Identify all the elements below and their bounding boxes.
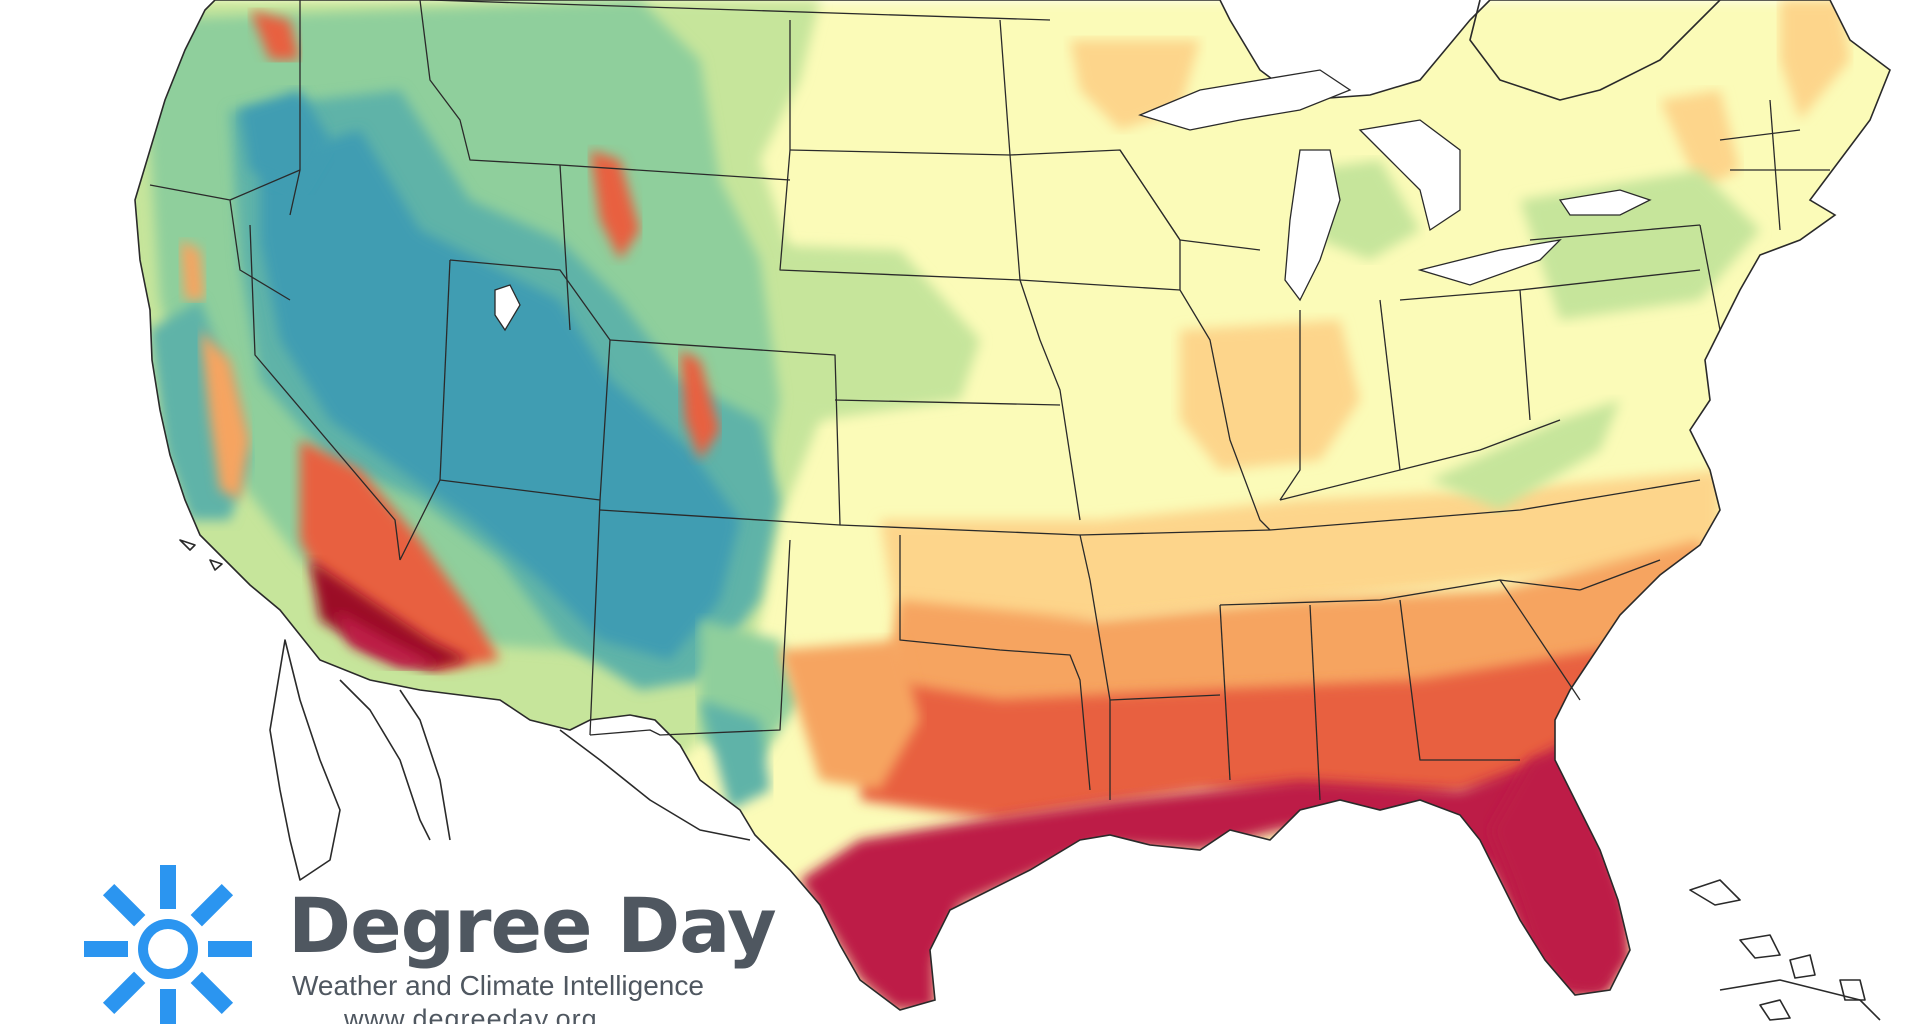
state-border-29 [1269,479,1701,531]
field-core-teal [260,130,740,660]
baja-east [339,679,431,841]
state-border-7 [559,164,791,181]
state-border-14 [779,20,1021,281]
state-border-33 [1309,604,1321,801]
field-tx-orange [780,640,920,790]
state-border-0 [429,0,1051,21]
field-florida-crimson [1490,740,1630,995]
state-border-3 [229,199,291,301]
state-border-23 [1079,529,1271,536]
lake-michigan [1284,149,1341,302]
state-border-26 [1279,310,1301,501]
field-il-lightorange [1180,320,1360,470]
state-border-42 [1769,99,1781,231]
channel-island-2 [209,559,223,571]
canada-lakes-shore [1469,0,1721,101]
state-border-43 [1119,149,1261,251]
state-border-31 [1219,579,1581,606]
state-border-32 [1219,604,1231,781]
state-border-40 [1719,129,1801,141]
lake-ontario [1558,189,1652,216]
sonora-coast [399,689,451,841]
state-border-21 [1019,279,1181,291]
lake-erie [1417,239,1562,286]
field-deepsouth-redorange [860,640,1660,820]
state-border-37 [1519,269,1701,291]
mexico-north [559,729,751,841]
state-border-30 [1279,419,1561,501]
field-ca-valley-orange [200,330,250,500]
bahamas-2 [1739,934,1781,959]
great-salt-lake [494,284,521,332]
island-5 [1759,999,1791,1021]
state-border-17 [834,399,1061,406]
state-border-5 [419,0,561,166]
field-cascades [250,10,300,60]
field-south-lightorange [880,470,1720,640]
field-tx-bluegreen [700,700,770,810]
field-rockies-wy [590,150,640,260]
state-border-34 [1399,599,1520,761]
state-borders [134,0,1891,1011]
sun-ray-3 [102,971,146,1015]
state-border-35 [1499,579,1581,701]
state-border-27 [1379,299,1401,471]
state-border-6 [559,164,571,331]
state-border-8 [449,259,611,501]
sun-ray-7 [190,883,234,927]
state-border-39 [1699,224,1721,331]
baja-coast [269,639,341,881]
state-border-16 [999,19,1081,521]
degree-day-logo: Degree Day Weather and Climate Intellige… [78,858,777,1024]
bahamas-1 [1689,879,1741,906]
state-border-13 [589,539,791,736]
field-south-orange [880,540,1710,740]
great-lakes [494,69,1652,332]
state-border-22 [1179,240,1271,531]
logo-title: Degree Day [288,881,777,970]
field-ny-lightorange [1660,90,1740,190]
state-border-36 [1579,559,1661,591]
coastline-outlines [179,0,1881,1021]
field-rockies-co [680,350,720,460]
state-border-38 [1529,224,1701,241]
logo-url: www.degreeday.org [344,1004,598,1024]
sun-ray-5 [102,883,146,927]
lake-huron [1358,119,1461,232]
sun-ray-1 [190,971,234,1015]
state-border-2 [289,0,301,216]
channel-island-1 [179,539,196,551]
cuba-tip [1719,979,1881,1021]
state-border-9 [439,259,451,481]
sun-burst-icon [84,865,252,1024]
bahamas-4 [1839,979,1866,1001]
sun-core-inner [148,929,188,969]
field-desert-crimson [335,610,440,668]
field-maine-lightorange [1780,0,1850,120]
logo-tagline: Weather and Climate Intelligence [292,970,704,1001]
state-border-15 [789,149,1011,156]
state-border-19 [899,535,1091,791]
state-border-12 [399,479,441,561]
state-border-10 [599,339,841,526]
state-border-4 [249,224,401,561]
state-border-11 [439,479,601,736]
field-appalachia-lightgreen [1430,400,1620,510]
field-teal-north [240,90,330,190]
lake-superior [1138,69,1352,131]
field-desert-darkred [310,560,470,670]
field-ca-north-orange [180,240,205,300]
bahamas-3 [1789,954,1816,979]
